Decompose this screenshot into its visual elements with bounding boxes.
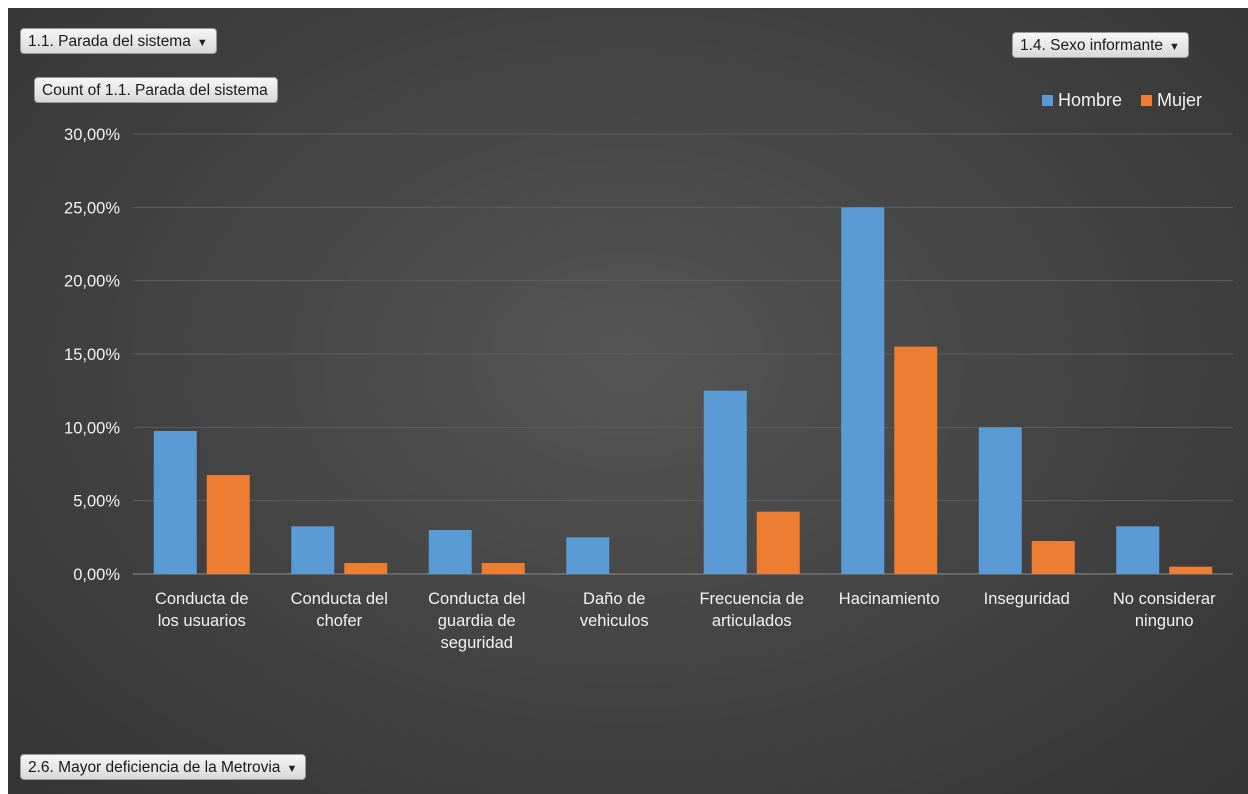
legend-field-filter-button[interactable]: 1.4. Sexo informante ▼ bbox=[1012, 32, 1189, 58]
x-tick-label-line: chofer bbox=[316, 612, 362, 630]
legend-field-filter-label: 1.4. Sexo informante bbox=[1020, 37, 1164, 54]
bar-hombre bbox=[703, 390, 747, 574]
bar-hombre bbox=[291, 526, 335, 574]
x-tick-label-line: Conducta del bbox=[291, 590, 388, 608]
values-field-label: Count of 1.1. Parada del sistema bbox=[42, 82, 268, 99]
x-tick-label-line: Conducta de bbox=[155, 590, 249, 608]
bar-mujer bbox=[344, 563, 388, 574]
y-tick-label: 20,00% bbox=[64, 273, 120, 291]
legend-label-hombre: Hombre bbox=[1058, 90, 1123, 110]
x-tick-label: Conducta de los usuarios bbox=[155, 590, 249, 630]
axis-field-filter-label: 2.6. Mayor deficiencia de la Metrovia bbox=[28, 759, 281, 776]
x-tick-label-line: ninguno bbox=[1135, 612, 1194, 630]
legend-item-mujer[interactable]: Mujer bbox=[1141, 90, 1202, 111]
y-tick-label: 30,00% bbox=[64, 126, 120, 144]
bar-mujer bbox=[206, 475, 250, 574]
x-tick-label: Inseguridad bbox=[984, 590, 1070, 608]
x-tick-label-line: Inseguridad bbox=[984, 590, 1070, 608]
y-tick-label: 5,00% bbox=[73, 493, 120, 511]
field-filter-label: 1.1. Parada del sistema bbox=[28, 33, 191, 50]
x-tick-label-line: vehiculos bbox=[580, 612, 649, 630]
bar-hombre bbox=[153, 431, 197, 574]
dropdown-arrow-icon[interactable]: ▼ bbox=[196, 37, 208, 49]
legend: Hombre Mujer bbox=[1042, 90, 1216, 111]
y-tick-label: 0,00% bbox=[73, 566, 120, 584]
legend-swatch-hombre bbox=[1042, 95, 1053, 106]
bar-hombre bbox=[841, 207, 885, 575]
y-tick-label: 15,00% bbox=[64, 346, 120, 364]
values-field-button[interactable]: Count of 1.1. Parada del sistema bbox=[34, 77, 278, 103]
bar-hombre bbox=[1116, 526, 1160, 574]
y-tick-label: 10,00% bbox=[64, 419, 120, 437]
field-filter-button[interactable]: 1.1. Parada del sistema ▼ bbox=[20, 28, 217, 54]
legend-swatch-mujer bbox=[1141, 95, 1153, 106]
bar-mujer bbox=[481, 563, 525, 574]
bar-mujer bbox=[756, 511, 800, 574]
chart-area: 0,00% 5,00% 10,00% 15,00% 20,00% 25,00% 30,00%… bbox=[8, 8, 1248, 794]
bar-hombre bbox=[566, 537, 610, 574]
x-tick-label: Hacinamiento bbox=[839, 590, 940, 608]
bar-mujer bbox=[1031, 541, 1075, 574]
bar-chart: 0,00% 5,00% 10,00% 15,00% 20,00% 25,00% 30,00%… bbox=[64, 126, 1233, 652]
bar-hombre bbox=[978, 427, 1022, 574]
x-tick-label-line: Frecuencia de bbox=[699, 590, 804, 608]
x-tick-label: Frecuencia de articulados bbox=[699, 590, 804, 630]
dropdown-arrow-icon[interactable]: ▼ bbox=[1169, 41, 1180, 53]
x-tick-label-line: Daño de bbox=[583, 590, 645, 608]
x-tick-label: Conducta del guardia de seguridad bbox=[428, 590, 525, 652]
x-tick-label-line: los usuarios bbox=[158, 612, 246, 630]
x-tick-label-line: guardia de bbox=[438, 612, 516, 630]
legend-item-hombre[interactable]: Hombre bbox=[1042, 90, 1122, 111]
x-tick-label: Conducta del chofer bbox=[291, 590, 388, 630]
y-tick-label: 25,00% bbox=[64, 199, 120, 217]
bar-hombre bbox=[428, 530, 472, 574]
x-tick-label: No considerar ninguno bbox=[1113, 590, 1216, 630]
dropdown-arrow-icon[interactable]: ▼ bbox=[286, 763, 298, 775]
x-tick-label-line: Hacinamiento bbox=[839, 590, 940, 608]
x-tick-label-line: Conducta del bbox=[428, 590, 525, 608]
x-tick-label: Daño de vehiculos bbox=[580, 590, 649, 630]
axis-field-filter-button[interactable]: 2.6. Mayor deficiencia de la Metrovia ▼ bbox=[20, 754, 307, 780]
x-tick-label-line: seguridad bbox=[441, 634, 513, 652]
bar-mujer bbox=[1169, 566, 1213, 574]
x-tick-label-line: No considerar bbox=[1113, 590, 1216, 608]
bar-mujer bbox=[894, 346, 938, 574]
x-tick-label-line: articulados bbox=[712, 612, 792, 630]
legend-label-mujer: Mujer bbox=[1157, 90, 1203, 110]
